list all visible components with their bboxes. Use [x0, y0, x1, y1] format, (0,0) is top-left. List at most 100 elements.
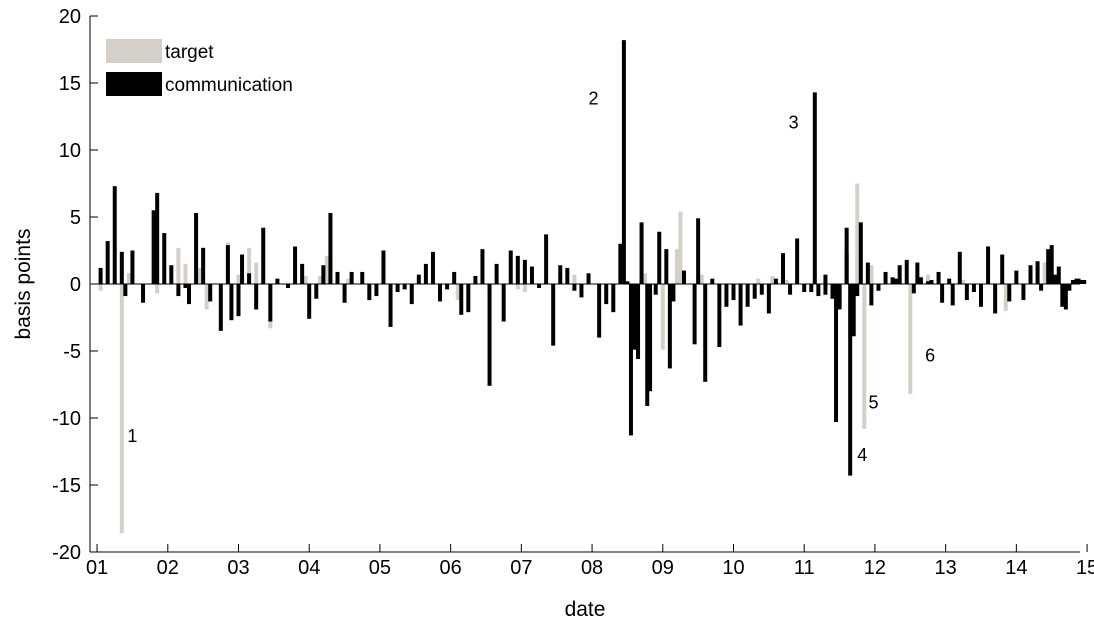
- communication-bar-8: [155, 192, 160, 284]
- x-tick-label: 02: [157, 557, 179, 579]
- communication-bar-113: [851, 284, 856, 337]
- communication-bar-41: [388, 284, 393, 327]
- target-bar-0: [98, 284, 103, 291]
- communication-bar-72: [611, 284, 616, 313]
- communication-bar-78: [653, 284, 658, 295]
- communication-bar-40: [381, 250, 386, 284]
- communication-bar-154: [1053, 274, 1058, 284]
- communication-bar-162: [1079, 279, 1084, 284]
- communication-bar-14: [194, 212, 199, 284]
- communication-bar-95: [724, 284, 729, 307]
- communication-bar-115: [823, 274, 828, 284]
- communication-bar-105: [795, 238, 800, 284]
- target-bar-29: [756, 278, 761, 284]
- communication-bar-134: [929, 279, 934, 284]
- communication-bar-117: [837, 284, 842, 309]
- communication-bar-143: [986, 246, 991, 284]
- target-bar-3: [155, 284, 160, 294]
- communication-bar-104: [788, 284, 793, 295]
- communication-bar-75: [632, 284, 637, 350]
- communication-bar-54: [480, 249, 485, 284]
- communication-bar-32: [321, 265, 326, 284]
- communication-bar-85: [657, 231, 662, 284]
- communication-bar-15: [201, 247, 206, 284]
- target-bar-35: [869, 265, 874, 284]
- communication-bar-155: [1056, 266, 1061, 284]
- communication-bar-140: [964, 284, 969, 301]
- communication-bar-118: [844, 253, 849, 284]
- target-bar-13: [303, 275, 308, 284]
- target-bar-15: [324, 255, 329, 284]
- communication-bar-61: [529, 266, 534, 284]
- communication-bar-19: [229, 284, 234, 321]
- target-bar-33: [855, 183, 860, 284]
- communication-bar-79: [621, 40, 626, 285]
- communication-bar-76: [639, 222, 644, 284]
- communication-bar-30: [307, 284, 312, 319]
- target-bar-16: [346, 278, 351, 284]
- communication-bar-17: [218, 284, 223, 331]
- communication-bar-126: [890, 277, 895, 284]
- communication-bar-114: [812, 92, 817, 284]
- communication-bar-42: [395, 284, 400, 293]
- communication-bar-135: [936, 271, 941, 284]
- x-tick-label: 07: [510, 557, 532, 579]
- communication-bar-123: [869, 284, 874, 306]
- x-tick-label: 04: [298, 557, 320, 579]
- x-tick-label: 01: [86, 557, 108, 579]
- communication-bar-47: [430, 251, 435, 284]
- communication-bar-90: [692, 284, 697, 345]
- x-tick-label: 15: [1076, 557, 1094, 579]
- x-tick-label: 11: [794, 557, 815, 579]
- communication-bar-36: [349, 271, 354, 284]
- communication-bar-91: [696, 218, 701, 284]
- communication-bar-74: [625, 281, 630, 284]
- communication-bar-62: [537, 284, 542, 289]
- communication-bar-39: [374, 284, 379, 297]
- communication-bar-55: [487, 284, 492, 386]
- communication-bar-108: [816, 284, 821, 297]
- communication-bar-109: [823, 284, 828, 295]
- communication-bar-110: [830, 284, 835, 299]
- communication-bar-2: [112, 186, 117, 284]
- x-axis-label: date: [565, 598, 606, 621]
- communication-bar-147: [1014, 270, 1019, 284]
- communication-bar-71: [604, 284, 609, 305]
- communication-bar-68: [579, 284, 584, 298]
- communication-bar-7: [151, 210, 156, 284]
- target-bar-11: [254, 262, 259, 284]
- communication-bar-37: [360, 271, 365, 284]
- x-tick-label: 12: [864, 557, 886, 579]
- communication-bar-159: [1070, 279, 1075, 284]
- communication-bar-64: [551, 284, 556, 346]
- communication-bar-131: [915, 262, 920, 284]
- communication-bar-59: [515, 255, 520, 284]
- communication-bar-3: [119, 251, 124, 284]
- communication-bar-50: [452, 271, 457, 284]
- communication-bar-43: [402, 284, 407, 290]
- communication-bar-44: [409, 284, 414, 305]
- legend: target communication: [106, 39, 293, 96]
- communication-bar-150: [1035, 261, 1040, 284]
- communication-bar-11: [176, 284, 181, 297]
- communication-bar-27: [286, 284, 290, 289]
- y-tick-label: 20: [59, 6, 81, 28]
- legend-swatch-communication: [106, 72, 162, 96]
- target-bar-27: [678, 211, 683, 284]
- communication-bar-23: [254, 284, 259, 310]
- communication-bar-49: [445, 284, 450, 290]
- communication-bar-1: [105, 241, 110, 284]
- communication-bar-102: [773, 278, 778, 284]
- communication-bar-124: [876, 284, 881, 291]
- y-tick-label: 5: [70, 207, 81, 229]
- communication-bar-142: [979, 284, 983, 307]
- communication-bar-73: [618, 243, 623, 284]
- communication-bar-137: [947, 278, 952, 284]
- communication-bar-89: [682, 270, 686, 284]
- x-tick-label: 13: [935, 557, 957, 579]
- communication-bar-29: [300, 263, 305, 284]
- communication-bar-45: [416, 274, 421, 284]
- target-bar-31: [784, 279, 789, 284]
- annotation-1: 1: [127, 426, 137, 446]
- x-tick-label: 05: [369, 557, 391, 579]
